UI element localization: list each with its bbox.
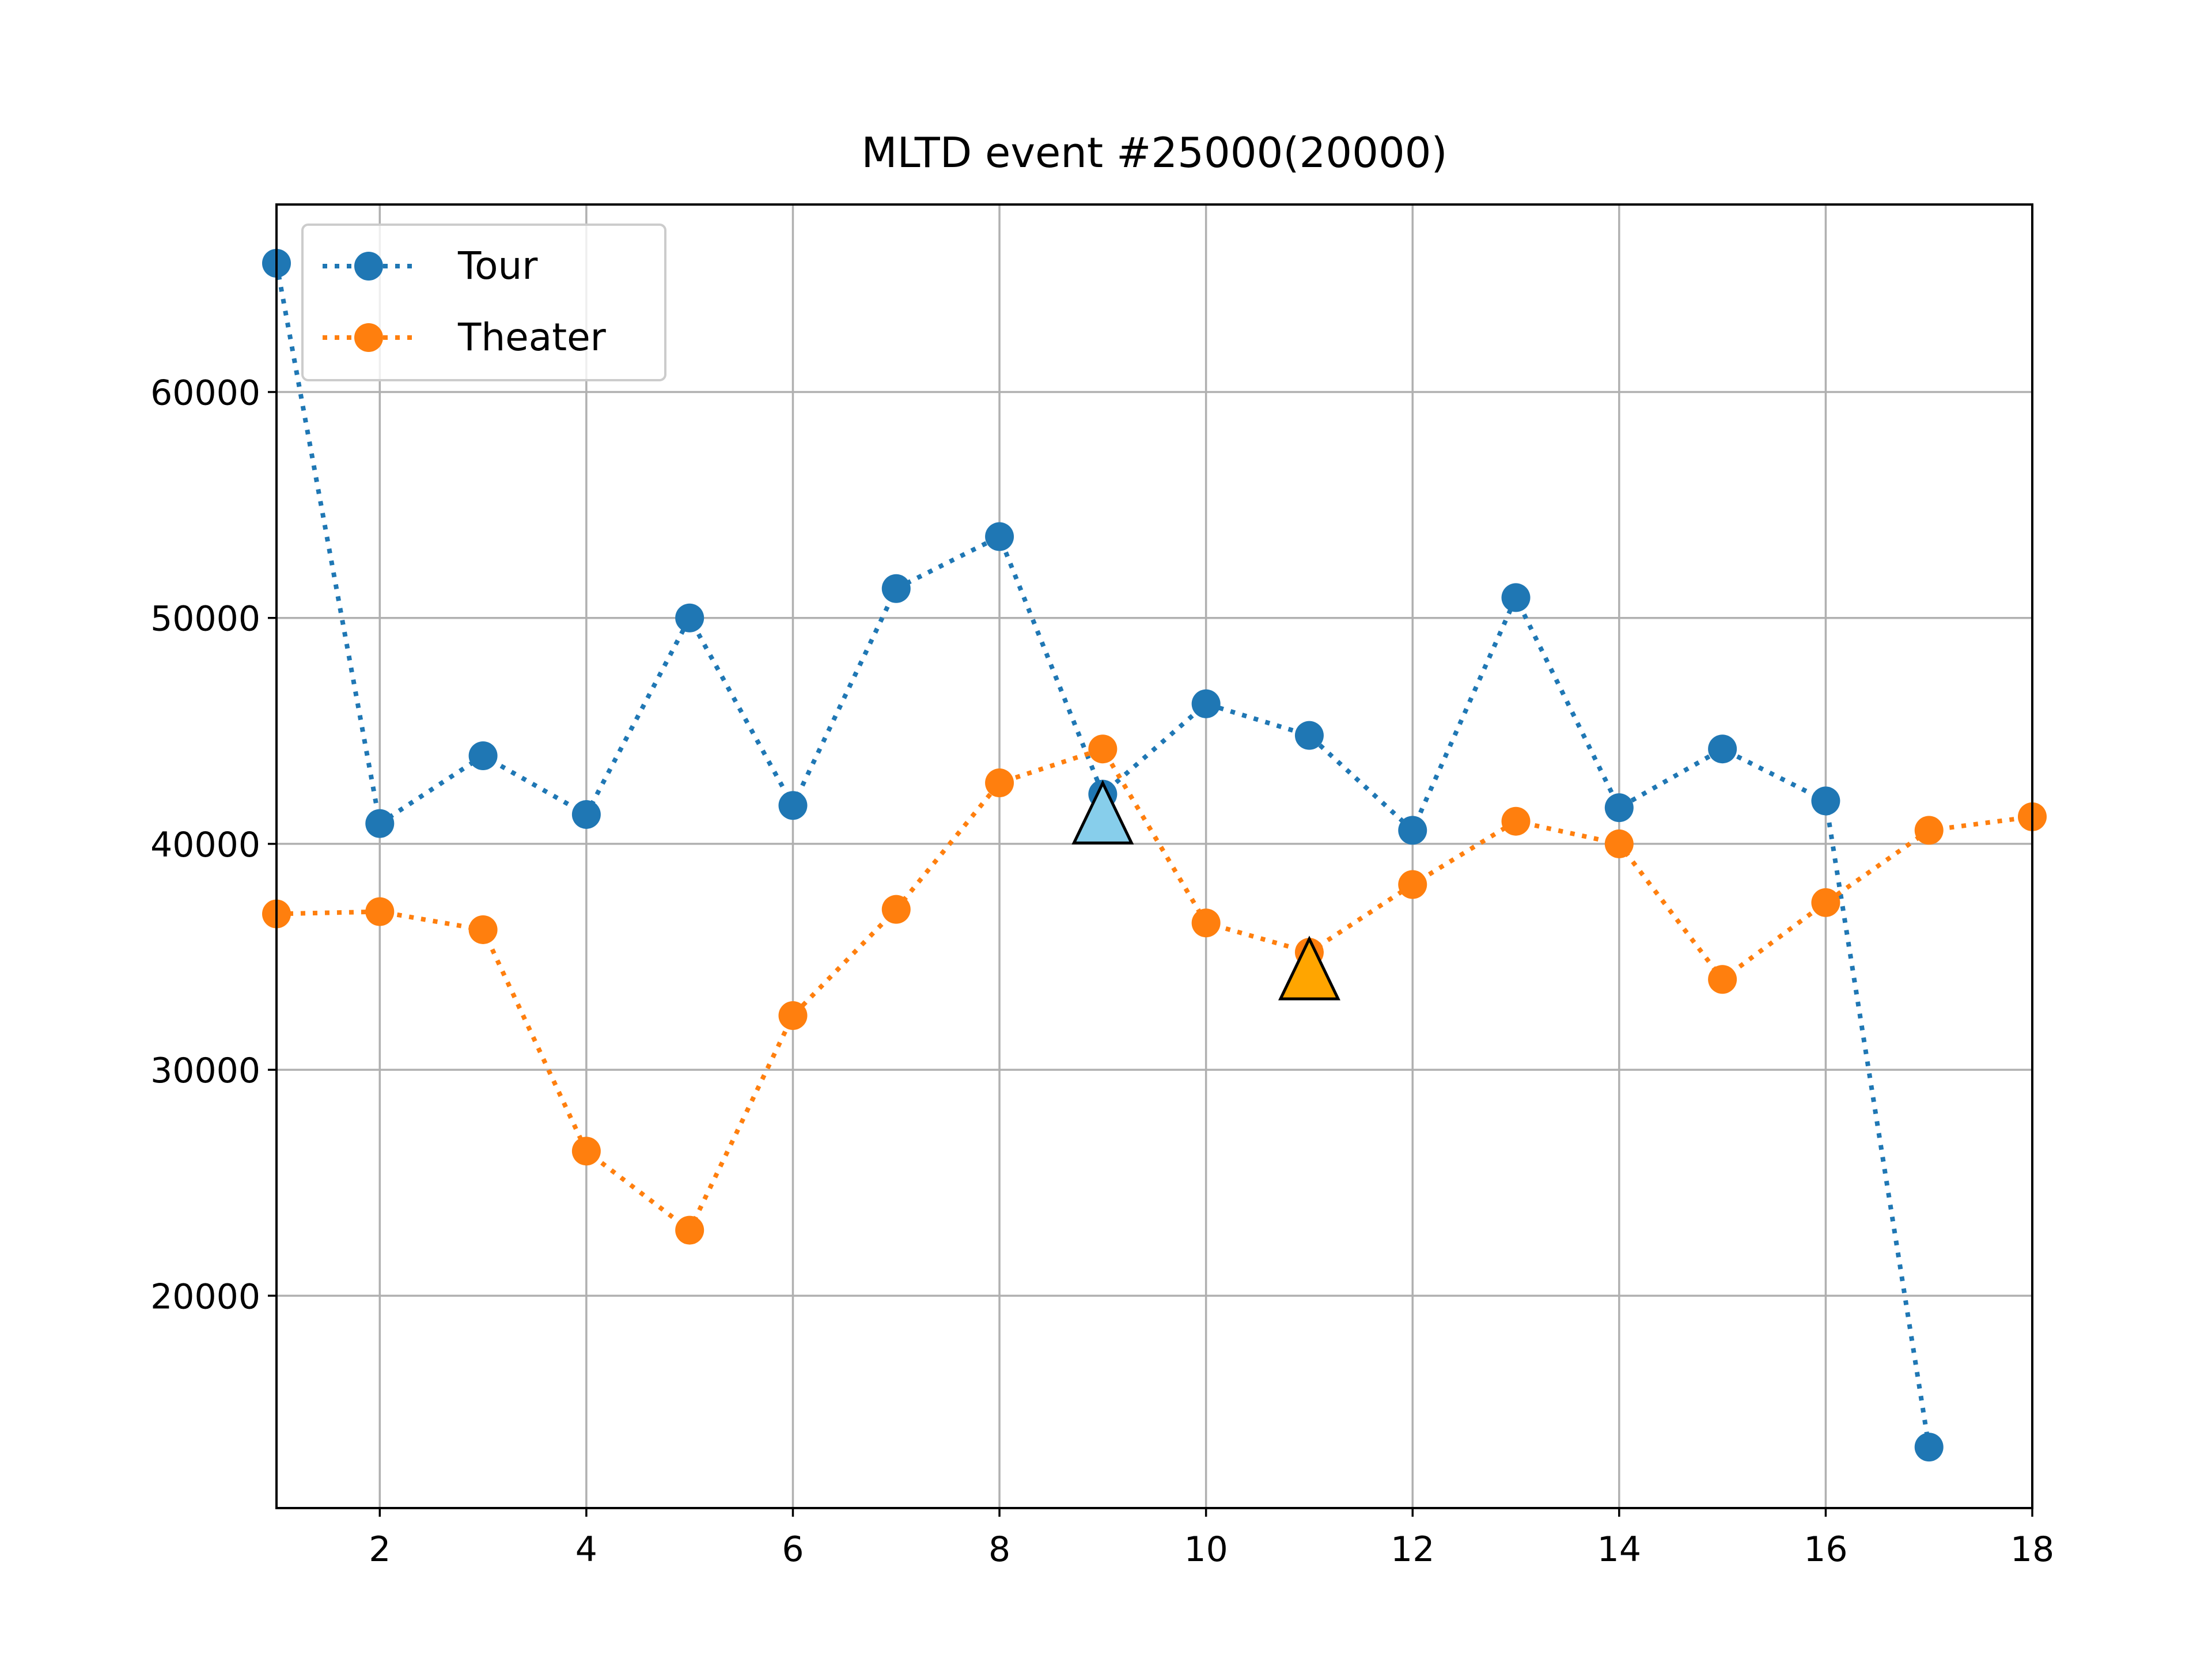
ticks: 2 4 6 8 10 12 14 16 18 20000 30000 40000 50000 60000 <box>150 373 2054 1570</box>
data-point <box>571 1137 601 1166</box>
data-point <box>365 809 395 838</box>
data-point <box>881 895 911 924</box>
data-point <box>365 897 395 926</box>
legend-marker <box>354 252 383 281</box>
x-tick-label: 12 <box>1391 1529 1434 1570</box>
data-point <box>1501 806 1531 836</box>
data-point <box>1914 1433 1944 1462</box>
y-tick-label: 40000 <box>150 825 260 865</box>
legend-item: Theater <box>323 315 607 359</box>
x-tick-label: 16 <box>1804 1529 1847 1570</box>
series-line <box>274 263 1931 1448</box>
data-point <box>1501 583 1531 612</box>
series-theater <box>262 734 2047 1245</box>
data-point <box>1191 908 1221 938</box>
triangle-marker <box>1278 935 1340 1001</box>
y-tick-label: 20000 <box>150 1277 260 1317</box>
legend-box <box>301 224 666 381</box>
x-tick-label: 8 <box>988 1529 1010 1570</box>
x-tick-label: 14 <box>1597 1529 1641 1570</box>
legend-item: Tour <box>323 244 538 288</box>
data-point <box>1294 721 1324 750</box>
data-point <box>675 603 704 632</box>
annotations <box>1071 779 1340 1001</box>
data-point <box>468 741 498 770</box>
data-point <box>778 791 808 820</box>
x-tick-label: 4 <box>575 1529 597 1570</box>
data-point <box>675 1215 704 1245</box>
y-tick-label: 50000 <box>150 599 260 639</box>
data-point <box>1398 816 1427 845</box>
series <box>262 248 2047 1462</box>
data-point <box>1914 816 1944 845</box>
data-point <box>1811 786 1840 816</box>
data-point <box>1708 965 1737 994</box>
data-point <box>1708 734 1737 764</box>
legend-label: Tour <box>457 244 538 288</box>
legend-label: Theater <box>457 315 607 359</box>
triangle-marker <box>1071 779 1134 844</box>
x-tick-label: 10 <box>1184 1529 1228 1570</box>
data-point <box>571 800 601 829</box>
data-point <box>1604 829 1634 858</box>
axes-frame <box>275 203 2033 1509</box>
legend-marker <box>354 323 383 352</box>
data-point <box>1191 689 1221 718</box>
series-line <box>276 746 2033 1234</box>
data-point <box>1088 734 1118 764</box>
data-point <box>881 574 911 603</box>
data-point <box>1604 793 1634 823</box>
x-tick-label: 18 <box>2010 1529 2054 1570</box>
data-point <box>985 522 1014 551</box>
legend: Tour Theater <box>301 224 666 381</box>
chart-title: MLTD event #25000(20000) <box>861 128 1447 177</box>
data-point <box>778 1001 808 1031</box>
x-tick-label: 6 <box>782 1529 804 1570</box>
y-tick-label: 30000 <box>150 1051 260 1091</box>
x-tick-label: 2 <box>369 1529 391 1570</box>
data-point <box>1398 870 1427 899</box>
data-point <box>1811 888 1840 917</box>
data-point <box>468 915 498 944</box>
data-point <box>985 768 1014 798</box>
y-tick-label: 60000 <box>150 373 260 414</box>
